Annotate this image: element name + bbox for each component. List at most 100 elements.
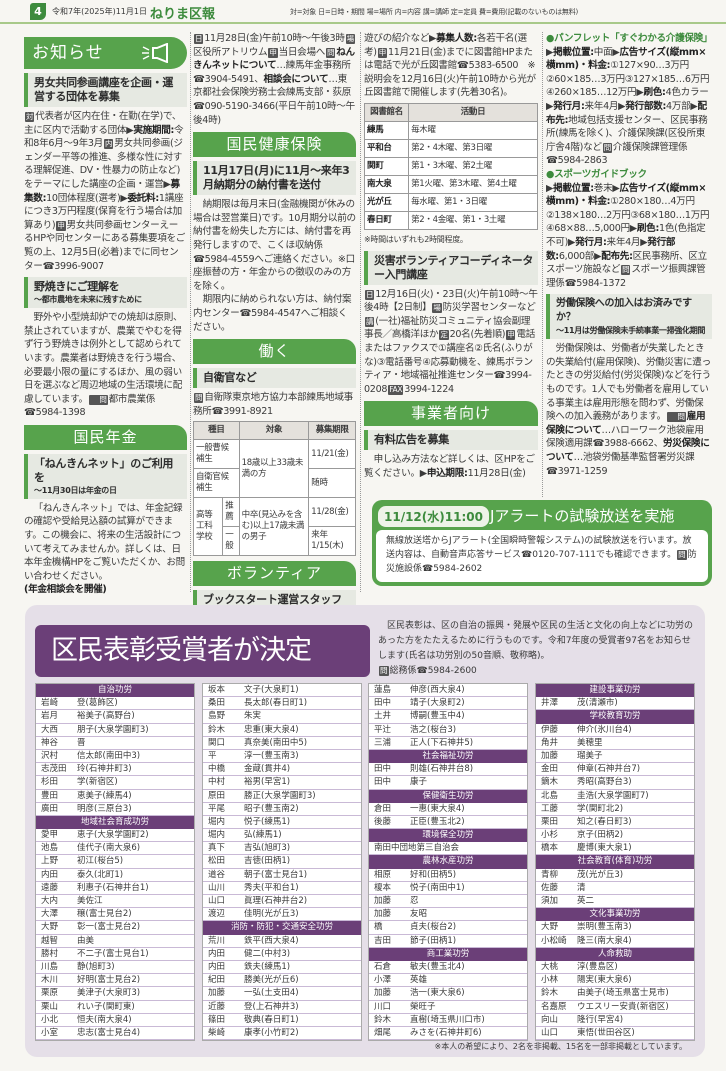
title-text: 労働保険への加入はお済みですか？ <box>556 298 692 324</box>
awardee-surname: 角井 <box>541 737 559 748</box>
label-icon: 問 <box>379 666 389 676</box>
awardee-row: 田中 康子 <box>369 776 527 790</box>
bold-text: 申込期限: <box>426 467 468 479</box>
title-text: 野焼きにご理解を <box>34 280 120 294</box>
bold-text: 委託料: <box>127 192 159 204</box>
table-row: 練馬 毎木曜 <box>363 120 538 140</box>
awardee-surname: 鈴木 <box>541 988 559 999</box>
awardee-row: 鏑木 秀昭(高野台3) <box>536 776 694 790</box>
text: 1色(色指定不可)▶ <box>546 223 706 248</box>
text: 区民表彰は、区の自治の振興・発展や区民の生活と文化の向上などに功労のあった方をた… <box>378 621 694 661</box>
awardee-row: 田中 靖子(大泉町2) <box>369 697 527 711</box>
awardee-given-name-area: 不二子(富士見台1) <box>77 948 149 959</box>
awardee-given-name-area: 忍 <box>410 896 419 906</box>
awardee-row: 土井 博嗣(豊玉中4) <box>369 710 527 724</box>
awardee-given-name-area: 明彦(三原台3) <box>77 803 132 814</box>
table-cell: 第1・3木曜、第2土曜 <box>408 156 538 176</box>
table-cell: 毎木曜 <box>408 120 538 140</box>
article-body: ▶掲載位置:巻末▶広告サイズ(縦mm×横mm)・料金:①280×180…4万円②… <box>546 182 712 291</box>
awardee-row: 渡辺 佳明(光が丘3) <box>203 908 361 922</box>
ad-item-title: ●パンフレット「すぐわかる介護保険」 <box>546 33 713 44</box>
text: ▶ <box>546 182 554 194</box>
column-1: お知らせ 男女共同参画講座を企画・運営する団体を募集 対代表者が区内在住・在勤(… <box>24 32 187 597</box>
table-cell: 来年1/15(木) <box>308 526 356 557</box>
text: 介護保険課管理係☎5984-2863 <box>546 141 688 167</box>
awardee-given-name-area: 学(関町北2) <box>577 803 624 814</box>
table-cell: 第2・4金曜、第1・3土曜 <box>408 210 538 230</box>
awardee-given-name-area: 金蔵(貫井4) <box>244 764 291 775</box>
awardee-row: 小杉 京子(田柄2) <box>536 829 694 843</box>
awardee-row: 加藤 忍 <box>369 895 527 909</box>
section-header-health-insurance: 国民健康保険 <box>193 132 356 158</box>
table-cell: 一般曹候補生 <box>193 439 240 470</box>
awardee-row: 木川 好明(富士見台2) <box>36 974 194 988</box>
article-body: 問自衛隊東京地方協力本部練馬地域事務所☎3991-8921 <box>193 391 356 418</box>
contact-text: 問総務係☎5984-2600 <box>378 664 698 679</box>
text: 11月21日(金)までに図書館HPまたは電話で光が丘図書館☎5383-6500 … <box>364 46 536 99</box>
bold-text: 掲載位置: <box>553 182 594 194</box>
awardee-surname: 内田 <box>208 961 226 972</box>
awardee-row: 川島 静(旭町3) <box>36 961 194 975</box>
table-cell: 推薦 <box>222 497 240 528</box>
awardee-given-name-area: 茂(光が丘3) <box>577 869 624 880</box>
category-header: 社会福祉功労 <box>369 749 527 764</box>
awardee-row: 山川 秀夫(平和台1) <box>203 882 361 895</box>
category-header: 消防・防犯・交通安全功労 <box>203 921 361 935</box>
label-icon: 問 <box>194 393 204 404</box>
article-body: 申し込み方法など詳しくは、区HPをご覧ください。▶申込期限:11月28日(金) <box>364 453 538 480</box>
awardee-row: 中橋 金蔵(貫井4) <box>203 763 361 777</box>
section-header-pension: 国民年金 <box>24 424 187 450</box>
awardee-surname: 大野 <box>41 922 59 933</box>
text: 男女共同参画センターえーるHPや同センターにある募集要項をご覧の上、12月5日(… <box>24 219 186 272</box>
awardee-row: 向山 隆行(早宮4) <box>536 1014 694 1027</box>
awardee-row: 川口 榮旺子 <box>369 1001 527 1014</box>
awardee-row: 大桃 淳(豊島区) <box>536 961 694 975</box>
text: 野外や小型焼却炉での焼却は原則、禁止されていますが、農業でやむを得ず行う野焼きは… <box>24 312 183 405</box>
label-icon: 場 <box>432 303 442 314</box>
awardee-given-name-area: 吉徳(田柄1) <box>244 856 291 867</box>
table-cell: 第1火曜、第3木曜、第4土曜 <box>408 174 538 194</box>
awardee-given-name-area: 清 <box>577 882 586 893</box>
bold-text: 広告サイズ(縦mm×横mm)・料金: <box>546 182 707 208</box>
awardee-row: 山口 眞理(石神井台2) <box>203 895 361 909</box>
table-cell: 高等工科学校 <box>192 497 224 557</box>
awardee-row: 山口 東悟(世田谷区) <box>536 1027 694 1041</box>
text: 遊びの紹介など▶ <box>364 33 437 44</box>
awardee-given-name-area: 恵子(大泉学園町2) <box>77 830 149 841</box>
awardee-surname: 栗田 <box>541 816 559 827</box>
awardee-surname: 道谷 <box>208 869 226 880</box>
label-icon: 申 <box>268 47 278 58</box>
awardee-row: 内田 泰久(北町1) <box>36 869 194 882</box>
text: 区役所アトリウム <box>193 46 268 58</box>
text: 6,000部▶ <box>558 250 602 262</box>
awardee-row: 大内 美佐江 <box>36 895 194 909</box>
table-cell: 自衛官候補生 <box>193 468 240 499</box>
recruitment-table: 種目 対象 募集期限 一般曹候補生 18歳以上33歳未満の方 11/21(金) 自衛官候… <box>192 421 356 557</box>
category-header: 商工業功労 <box>369 947 527 961</box>
awardee-surname: 平辻 <box>374 724 392 735</box>
awardee-given-name-area: 隆行(早宮4) <box>577 1014 624 1025</box>
awardee-row: 近藤 登(上石神井3) <box>203 1001 361 1014</box>
title-text: 「ねんきんネット」のご利用を <box>34 456 174 484</box>
awardee-surname: 加藤 <box>374 988 392 999</box>
awardee-given-name-area: 英雄 <box>410 975 428 986</box>
awardee-given-name-area: 隆三(南大泉4) <box>577 935 632 946</box>
awardee-surname: 勝村 <box>41 948 59 959</box>
awardee-surname: 大澤 <box>41 909 59 920</box>
icon-legend: 対=対象 日=日時・期間 場=場所 内=内容 講=講師 定=定員 費=費用(記載… <box>290 8 579 16</box>
awardee-row: 島野 朱実 <box>203 710 361 724</box>
awardee-row: 豊田 恵美子(練馬4) <box>36 790 194 803</box>
awardee-row: 三浦 正人(下石神井5) <box>369 737 527 750</box>
awardee-row: 坂本 文子(大泉町1) <box>203 684 361 698</box>
awardee-given-name-area: 吉弘(旭町3) <box>244 843 291 854</box>
text: スポーツ振興課管理係☎5984-1372 <box>546 264 706 289</box>
table-cell: 南大泉 <box>363 174 410 194</box>
awardee-given-name-area: 佳明(光が丘3) <box>244 909 299 920</box>
text: 地域包括支援センター、区民事務所(練馬を除く)、介護保険課(区役所東庁舎4階)な… <box>546 114 708 153</box>
awardee-row: 上野 初江(桜台5) <box>36 855 194 869</box>
label-icon: 日 <box>194 34 204 44</box>
awardee-given-name-area: 崇明(豊玉南3) <box>577 922 632 933</box>
text: 申し込み方法など詳しくは、区HPをご覧ください。▶ <box>364 454 535 479</box>
awardee-row: 相原 好和(田柄5) <box>369 869 527 882</box>
category-header: 自治功労 <box>36 684 194 698</box>
